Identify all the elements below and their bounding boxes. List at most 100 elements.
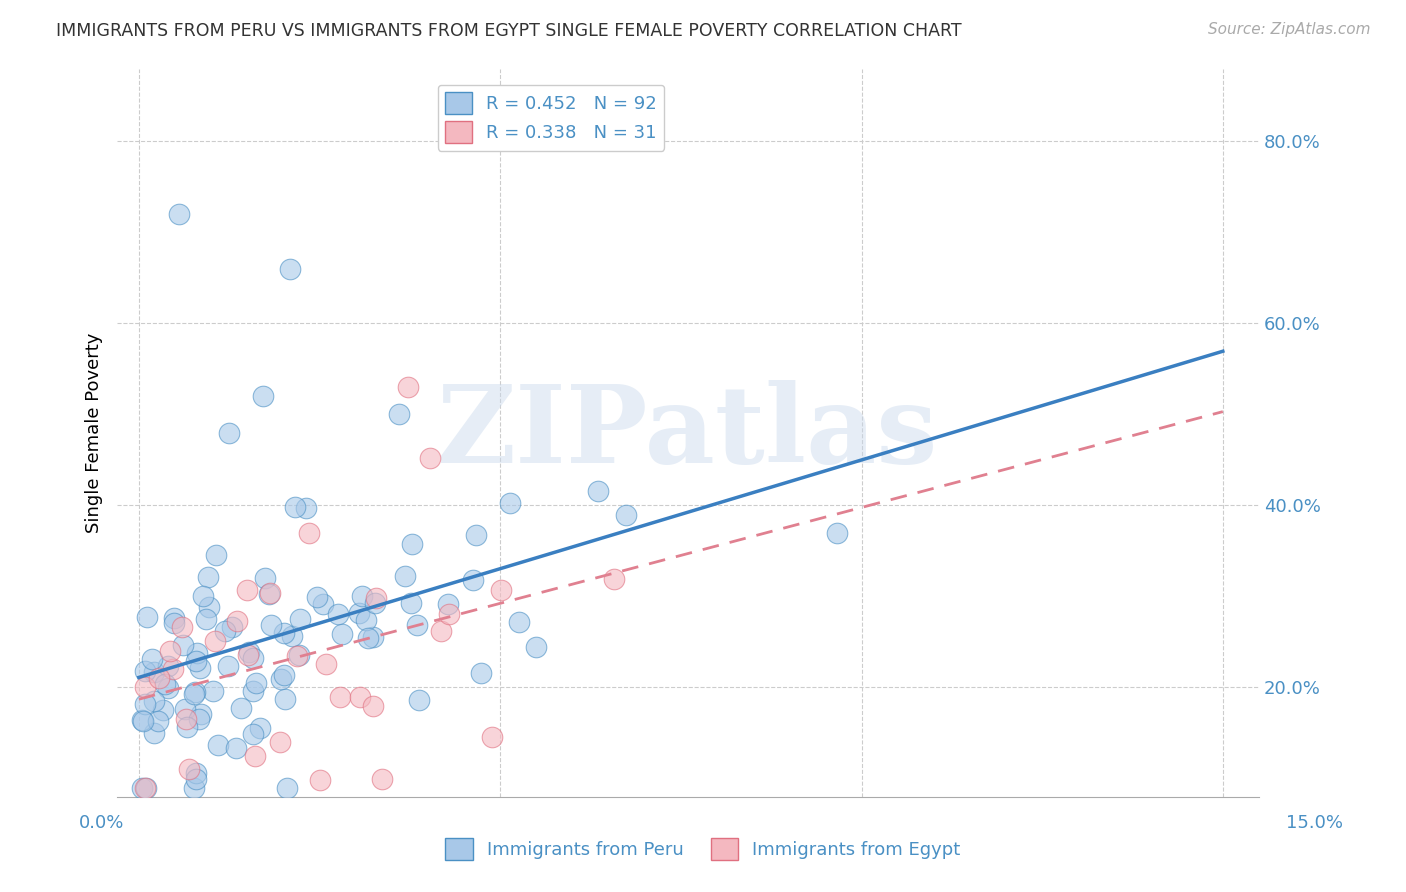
Point [257,587,280,601]
Point [361,699,384,714]
Point [396,380,419,394]
Point [131,713,153,727]
Point [437,607,460,621]
Point [135,780,157,795]
Point [308,773,330,788]
Point [172,638,194,652]
Point [205,548,228,562]
Point [134,780,156,795]
Point [464,528,486,542]
Point [491,583,513,598]
Point [249,721,271,735]
Point [172,620,194,634]
Point [524,640,547,654]
Point [825,526,848,541]
Point [349,690,371,704]
Point [146,714,169,728]
Point [276,780,298,795]
Point [312,597,335,611]
Point [163,615,186,630]
Point [463,574,485,588]
Point [142,726,165,740]
Point [259,586,281,600]
Point [470,665,492,680]
Point [253,571,276,585]
Text: Source: ZipAtlas.com: Source: ZipAtlas.com [1208,22,1371,37]
Point [162,662,184,676]
Point [183,687,205,701]
Point [238,648,260,663]
Point [183,780,205,795]
Point [388,408,411,422]
Point [217,659,239,673]
Point [363,630,385,644]
Point [179,762,201,776]
Point [142,665,165,679]
Point [188,712,211,726]
Text: 15.0%: 15.0% [1286,814,1343,831]
Point [278,261,301,276]
Point [184,655,207,669]
Point [195,612,218,626]
Point [207,738,229,752]
Point [284,500,307,514]
Point [481,731,503,745]
Point [163,610,186,624]
Point [184,766,207,780]
Point [174,712,197,726]
Point [364,596,387,610]
Point [295,500,318,515]
Point [235,582,257,597]
Point [330,627,353,641]
Point [148,671,170,685]
Point [347,607,370,621]
Point [437,597,460,611]
Y-axis label: Single Female Poverty: Single Female Poverty [86,333,103,533]
Point [329,690,352,704]
Point [243,749,266,764]
Point [498,496,520,510]
Point [269,735,291,749]
Point [260,618,283,632]
Point [354,613,377,627]
Point [176,720,198,734]
Point [134,680,156,694]
Point [152,702,174,716]
Point [430,624,453,638]
Point [231,701,253,715]
Point [156,659,179,673]
Point [252,389,274,403]
Point [394,569,416,583]
Point [174,702,197,716]
Point [315,657,337,671]
Point [131,780,153,795]
Point [586,483,609,498]
Point [399,596,422,610]
Point [406,617,429,632]
Point [132,714,155,729]
Point [169,207,191,221]
Point [157,681,180,696]
Point [281,629,304,643]
Point [214,624,236,639]
Point [603,572,626,586]
Point [190,707,212,722]
Point [273,668,295,682]
Point [135,610,157,624]
Point [366,591,388,606]
Point [218,425,240,440]
Point [614,508,637,522]
Point [242,727,264,741]
Point [242,684,264,698]
Point [371,772,394,786]
Point [287,649,309,664]
Point [143,694,166,708]
Point [357,631,380,645]
Point [191,590,214,604]
Point [186,772,208,786]
Point [159,644,181,658]
Text: IMMIGRANTS FROM PERU VS IMMIGRANTS FROM EGYPT SINGLE FEMALE POVERTY CORRELATION : IMMIGRANTS FROM PERU VS IMMIGRANTS FROM … [56,22,962,40]
Point [238,644,260,658]
Text: 0.0%: 0.0% [79,814,124,831]
Point [183,684,205,698]
